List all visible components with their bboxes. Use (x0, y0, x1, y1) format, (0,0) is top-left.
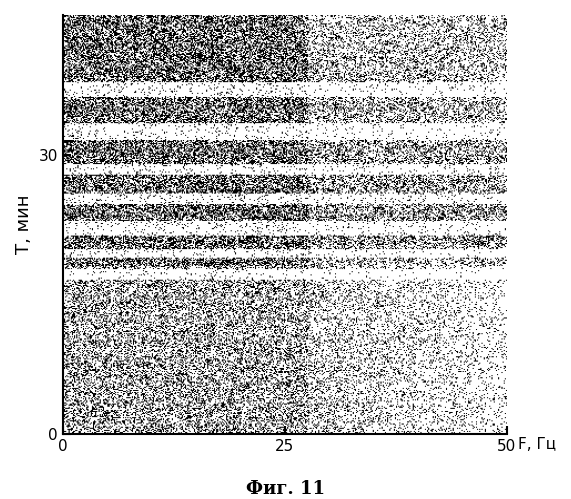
Text: F, Гц: F, Гц (518, 437, 556, 452)
Y-axis label: T, мин: T, мин (15, 195, 33, 254)
Text: Фиг. 11: Фиг. 11 (246, 480, 325, 498)
